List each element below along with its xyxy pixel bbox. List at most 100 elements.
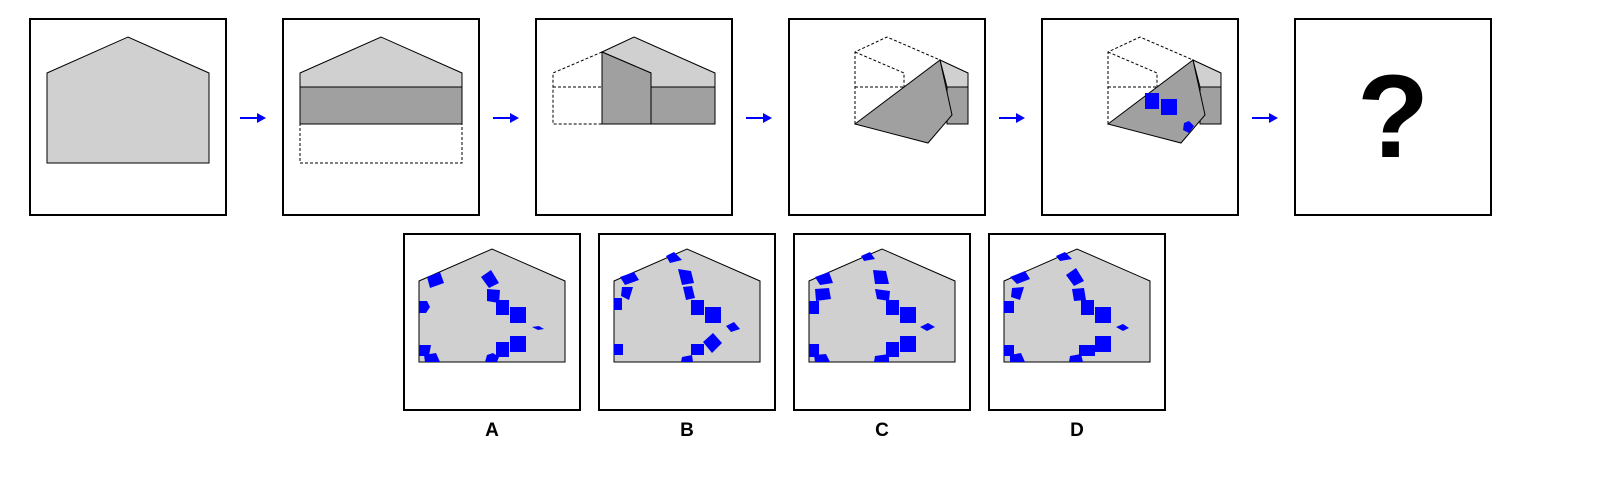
- folded-diagonal-flap: [853, 59, 953, 144]
- original-position-dashed: [1107, 51, 1158, 87]
- hole: [487, 289, 500, 303]
- hole: [1095, 336, 1111, 352]
- step-5-panel: [1041, 18, 1239, 216]
- arrow-right-icon: [492, 111, 522, 125]
- option-b-label: B: [680, 420, 694, 441]
- hole: [1081, 300, 1094, 315]
- hole: [1056, 252, 1072, 261]
- hole: [815, 272, 833, 285]
- step-3-panel: [535, 18, 733, 216]
- hole: [1010, 271, 1030, 284]
- hole: [419, 301, 430, 313]
- hole: [691, 300, 704, 315]
- hole: [1010, 353, 1025, 362]
- hole: [814, 354, 830, 362]
- hole: [1004, 345, 1014, 356]
- punched-hole: [1145, 93, 1159, 109]
- hole: [875, 289, 890, 301]
- option-d[interactable]: [988, 233, 1166, 411]
- unfolded-paper: [613, 248, 761, 363]
- arrow-right-icon: [745, 111, 775, 125]
- punched-hole: [1183, 121, 1194, 133]
- paper-shape: [46, 36, 210, 164]
- hole: [726, 322, 740, 332]
- original-position-dashed: [552, 51, 603, 125]
- hole: [809, 301, 819, 314]
- hole: [424, 353, 440, 362]
- hole: [920, 323, 935, 331]
- hole: [1004, 301, 1014, 313]
- hole: [481, 270, 499, 288]
- hole: [427, 272, 444, 288]
- hole: [485, 353, 499, 362]
- original-position-dashed: [1107, 36, 1194, 124]
- hole: [496, 300, 509, 315]
- option-b-figure: [613, 248, 761, 363]
- arrow-right-icon: [998, 111, 1028, 125]
- option-a-label: A: [485, 420, 499, 441]
- arrow-right-icon: [1251, 111, 1281, 125]
- step-2-panel: [282, 18, 480, 216]
- step-1-paper-figure: [46, 36, 210, 164]
- option-c[interactable]: [793, 233, 971, 411]
- hole: [703, 333, 722, 353]
- option-c-label: C: [875, 420, 889, 441]
- hole: [510, 307, 526, 323]
- option-a-figure: [418, 248, 566, 363]
- unfolded-paper: [418, 248, 566, 363]
- hole: [614, 298, 622, 310]
- step-4-panel: [788, 18, 986, 216]
- step-2-fold-figure: [299, 36, 463, 164]
- hole: [886, 342, 899, 357]
- option-d-figure: [1003, 248, 1151, 363]
- arrow-right-icon: [239, 111, 269, 125]
- original-position-dashed: [299, 123, 463, 164]
- hole: [815, 288, 831, 301]
- step-4-fold-figure: [853, 36, 969, 144]
- hole: [681, 355, 693, 362]
- hole: [532, 326, 544, 330]
- original-position-dashed: [854, 36, 941, 124]
- hole: [620, 272, 639, 285]
- hole: [873, 270, 889, 284]
- option-a[interactable]: [403, 233, 581, 411]
- original-position-dashed: [854, 51, 905, 87]
- option-b[interactable]: [598, 233, 776, 411]
- hole: [621, 287, 633, 300]
- hole: [886, 300, 899, 315]
- hole: [510, 336, 526, 352]
- hole: [666, 252, 682, 263]
- hole: [419, 345, 431, 356]
- step-5-punch-figure: [1106, 36, 1222, 144]
- hole: [1066, 268, 1084, 286]
- hole: [1116, 324, 1129, 331]
- hole: [900, 336, 916, 352]
- hole: [1095, 307, 1111, 323]
- question-mark: ?: [1356, 51, 1430, 183]
- hole: [614, 344, 623, 355]
- hole: [683, 286, 695, 300]
- hole: [691, 344, 704, 355]
- hole: [1079, 345, 1095, 356]
- hole: [900, 307, 916, 323]
- paper-right-strip: [650, 86, 716, 125]
- unfolded-paper: [808, 248, 956, 363]
- punched-hole: [1161, 99, 1177, 115]
- answer-panel: ?: [1294, 18, 1492, 216]
- hole: [1011, 287, 1024, 300]
- folded-strip: [299, 86, 463, 125]
- step-3-fold-figure: [552, 36, 716, 125]
- hole: [874, 354, 889, 362]
- folded-left-flap: [601, 51, 652, 125]
- paper-top-region: [299, 36, 463, 88]
- option-d-label: D: [1070, 420, 1084, 441]
- hole: [809, 344, 819, 357]
- hole: [1072, 288, 1086, 301]
- hole: [861, 252, 875, 261]
- step-1-panel: [29, 18, 227, 216]
- hole: [678, 269, 694, 285]
- hole: [1069, 354, 1083, 362]
- hole: [496, 342, 509, 357]
- option-c-figure: [808, 248, 956, 363]
- unfolded-paper: [1003, 248, 1151, 363]
